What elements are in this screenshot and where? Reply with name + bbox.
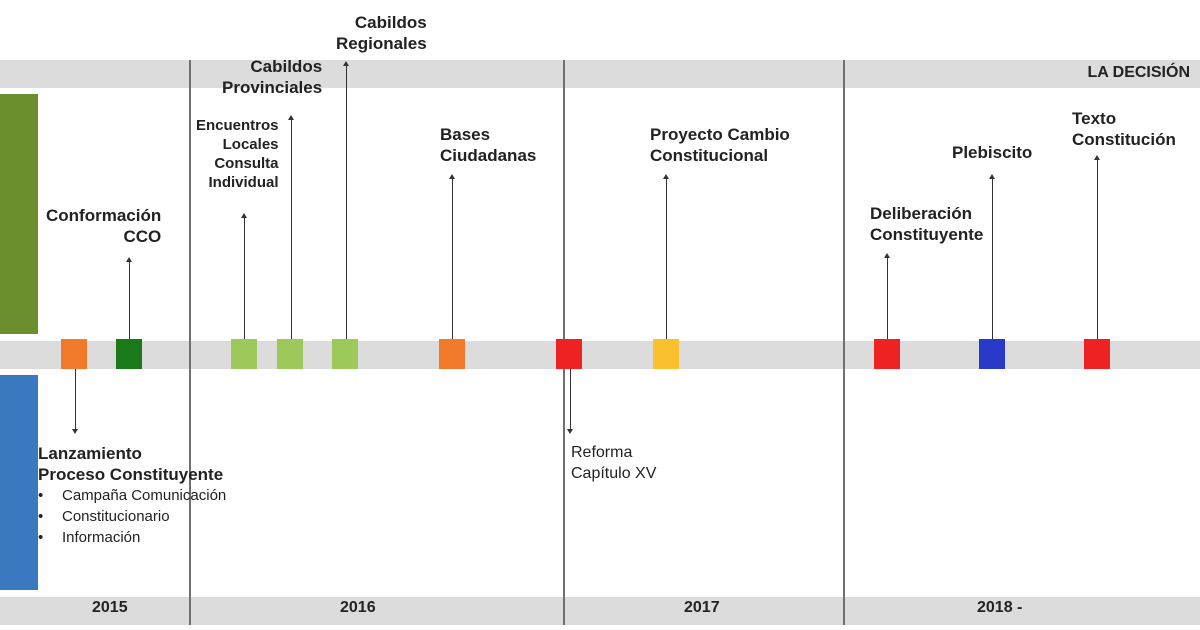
marker-deliberacion — [874, 339, 900, 369]
arrow-up-icon — [884, 253, 890, 258]
connector-proyecto — [666, 179, 667, 339]
connector-bases — [452, 179, 453, 339]
connector-encuentros — [244, 218, 245, 339]
marker-bases — [439, 339, 465, 369]
arrow-up-icon — [343, 61, 349, 66]
list-item: Constitucionario — [38, 506, 226, 527]
top-band — [0, 60, 1200, 88]
label-texto: Texto Constitución — [1072, 109, 1176, 149]
year-label-2016: 2016 — [340, 599, 376, 616]
marker-conformacion — [116, 339, 142, 369]
arrow-down-icon — [567, 429, 573, 434]
marker-cabildos-regionales — [332, 339, 358, 369]
connector-conformacion — [129, 262, 130, 339]
connector-reforma — [570, 369, 571, 429]
marker-texto — [1084, 339, 1110, 369]
label-encuentros: Encuentros Locales Consulta Individual — [196, 117, 279, 191]
arrow-up-icon — [663, 174, 669, 179]
connector-texto — [1097, 160, 1098, 339]
label-cabildos-provinciales: Cabildos Provinciales — [222, 57, 323, 97]
timeline-band — [0, 341, 1200, 369]
arrow-up-icon — [288, 115, 294, 120]
label-plebiscito: Plebiscito — [952, 143, 1033, 162]
label-deliberacion: Deliberación Constituyente — [870, 204, 984, 244]
marker-encuentros — [231, 339, 257, 369]
marker-plebiscito — [979, 339, 1005, 369]
connector-cabildos-provinciales — [291, 120, 292, 339]
connector-plebiscito — [992, 179, 993, 339]
label-reforma: Reforma Capítulo XV — [571, 444, 657, 482]
connector-deliberacion — [887, 258, 888, 339]
phase-label: LA DECISIÓN — [1087, 64, 1190, 81]
side-bar-blue — [0, 375, 38, 590]
list-item: Información — [38, 527, 226, 548]
arrow-up-icon — [989, 174, 995, 179]
label-lanzamiento: Lanzamiento Proceso Constituyente — [38, 444, 224, 484]
arrow-up-icon — [1094, 155, 1100, 160]
year-label-2018: 2018 - — [977, 599, 1023, 616]
list-item: Campaña Comunicación — [38, 485, 226, 506]
year-separator — [189, 60, 191, 625]
lanzamiento-list: Campaña Comunicación Constitucionario In… — [38, 485, 226, 548]
label-proyecto: Proyecto Cambio Constitucional — [650, 125, 790, 165]
year-label-2015: 2015 — [92, 599, 128, 616]
marker-cabildos-provinciales — [277, 339, 303, 369]
marker-reforma — [556, 339, 582, 369]
year-label-2017: 2017 — [684, 599, 720, 616]
arrow-up-icon — [449, 174, 455, 179]
marker-proyecto — [653, 339, 679, 369]
arrow-up-icon — [241, 213, 247, 218]
label-conformacion: Conformación CCO — [46, 206, 162, 246]
label-cabildos-regionales: Cabildos Regionales — [336, 13, 427, 53]
side-bar-green — [0, 94, 38, 334]
label-bases: Bases Ciudadanas — [440, 125, 537, 165]
arrow-up-icon — [126, 257, 132, 262]
arrow-down-icon — [72, 429, 78, 434]
year-separator — [843, 60, 845, 625]
year-band — [0, 597, 1200, 625]
connector-lanzamiento — [75, 369, 76, 429]
marker-lanzamiento — [61, 339, 87, 369]
connector-cabildos-regionales — [346, 66, 347, 339]
